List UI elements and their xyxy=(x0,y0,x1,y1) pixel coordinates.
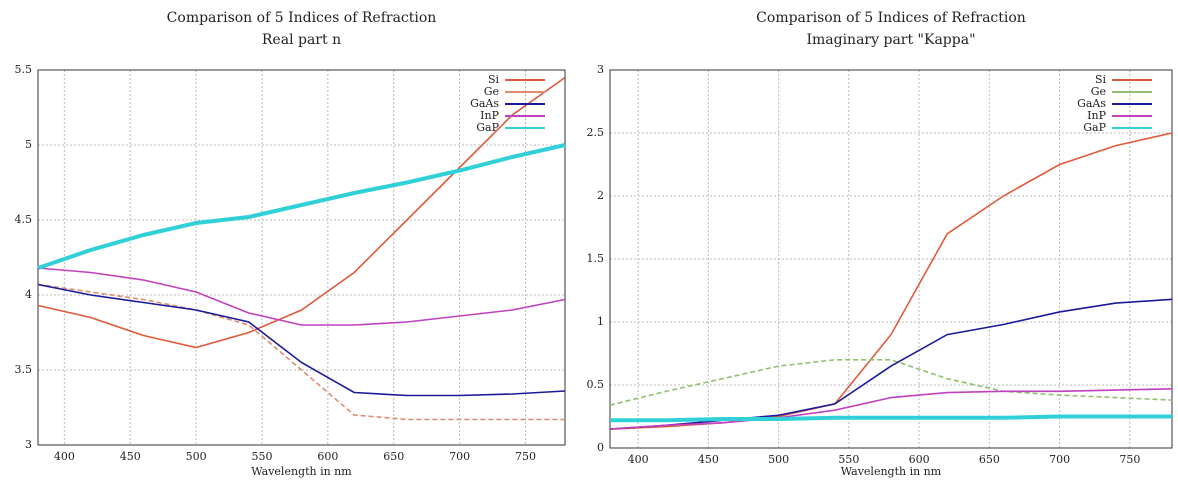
y-tick-label: 5 xyxy=(25,138,32,151)
x-tick-label: 550 xyxy=(251,450,272,463)
legend-label: Ge xyxy=(1091,85,1106,98)
legend-label: InP xyxy=(1087,109,1106,122)
series-line xyxy=(37,143,566,270)
series-line xyxy=(37,267,566,326)
series-line xyxy=(610,414,1172,423)
x-axis-label: Wavelength in nm xyxy=(841,465,942,478)
series-line xyxy=(609,387,1173,430)
y-tick-label: 2 xyxy=(597,189,604,202)
y-tick-label: 3 xyxy=(597,63,604,76)
series-line xyxy=(37,283,566,397)
y-tick-label: 0 xyxy=(597,441,604,454)
y-tick-label: 4.5 xyxy=(15,213,33,226)
series-line xyxy=(37,283,565,421)
series-line xyxy=(609,298,1173,430)
series-line xyxy=(37,76,566,349)
legend-label: GaAs xyxy=(1077,97,1106,110)
y-tick-label: 3.5 xyxy=(15,363,33,376)
legend-label: InP xyxy=(480,109,499,122)
chart-subtitle: Real part n xyxy=(262,32,341,48)
legend-label: Ge xyxy=(484,85,499,98)
x-tick-label: 500 xyxy=(186,450,207,463)
x-tick-label: 750 xyxy=(1119,453,1140,466)
plot-frame xyxy=(37,69,566,446)
series-line xyxy=(609,359,1173,406)
y-tick-label: 1.5 xyxy=(587,252,605,265)
x-tick-label: 700 xyxy=(1049,453,1070,466)
x-tick-label: 700 xyxy=(449,450,470,463)
x-tick-label: 550 xyxy=(838,453,859,466)
x-tick-label: 750 xyxy=(515,450,536,463)
y-tick-label: 5.5 xyxy=(15,63,33,76)
x-tick-label: 400 xyxy=(54,450,75,463)
x-tick-label: 650 xyxy=(979,453,1000,466)
chart-title: Comparison of 5 Indices of Refraction xyxy=(167,10,437,26)
x-tick-label: 450 xyxy=(120,450,141,463)
x-tick-label: 500 xyxy=(768,453,789,466)
chart-subtitle: Imaginary part "Kappa" xyxy=(806,32,975,48)
chart-title: Comparison of 5 Indices of Refraction xyxy=(756,10,1026,26)
y-tick-label: 0.5 xyxy=(587,378,605,391)
y-tick-label: 3 xyxy=(25,438,32,451)
x-tick-label: 650 xyxy=(383,450,404,463)
legend-label: GaP xyxy=(1083,121,1106,134)
x-tick-label: 450 xyxy=(698,453,719,466)
y-tick-label: 4 xyxy=(25,288,32,301)
y-tick-label: 1 xyxy=(597,315,604,328)
legend-label: Si xyxy=(488,73,500,86)
legend-label: GaAs xyxy=(470,97,499,110)
x-tick-label: 600 xyxy=(909,453,930,466)
y-tick-label: 2.5 xyxy=(587,126,605,139)
x-tick-label: 600 xyxy=(317,450,338,463)
x-tick-label: 400 xyxy=(628,453,649,466)
x-axis-label: Wavelength in nm xyxy=(251,465,352,478)
plot-frame xyxy=(609,69,1173,449)
legend-label: GaP xyxy=(476,121,499,134)
legend-label: Si xyxy=(1095,73,1107,86)
